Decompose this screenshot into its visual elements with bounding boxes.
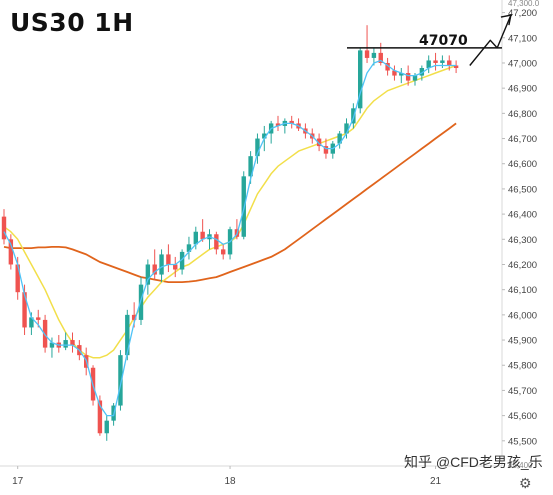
y-tick-label: 45,600 (508, 411, 537, 422)
y-tick-label: 46,100 (508, 285, 537, 296)
candle-body (392, 70, 397, 76)
candle-body (97, 400, 103, 434)
y-tick-label: 45,500 (508, 436, 537, 447)
candle-body (289, 120, 294, 124)
candle-body (371, 52, 377, 58)
projection-path (469, 14, 512, 66)
candle-body (412, 75, 418, 81)
candle-body (138, 284, 144, 320)
y-tick-label: 46,400 (508, 210, 537, 221)
candle-body (364, 50, 370, 58)
y-tick-label: 46,500 (508, 184, 537, 195)
y-tick-label: 46,000 (508, 310, 537, 321)
candle-body (152, 264, 157, 275)
candle-body (145, 264, 151, 285)
candle-body (344, 123, 349, 134)
candle-body (104, 420, 109, 434)
candle-body (337, 133, 342, 144)
level-label: 47070 (419, 33, 468, 49)
y-tick-label: 45,900 (508, 336, 537, 347)
candle-body (385, 62, 390, 71)
candle-body (186, 244, 192, 252)
candle-body (173, 264, 178, 270)
y-tick-label: 46,600 (508, 159, 537, 170)
candle-body (166, 254, 171, 265)
candle-body (8, 239, 14, 265)
y-tick-label: 46,200 (508, 260, 537, 271)
y-tick-label: 46,700 (508, 134, 537, 145)
candle-body (118, 355, 123, 406)
projection-arrowhead (500, 14, 512, 26)
y-tick-label: 46,300 (508, 235, 537, 246)
watermark: 知乎 @CFD老男孩_乐 (404, 454, 543, 470)
candle-body (200, 231, 205, 240)
candle-body (29, 317, 34, 328)
y-bottom-partial-label: 45,400 (508, 461, 533, 470)
candle-body (316, 138, 322, 147)
x-tick-label: 17 (12, 476, 24, 487)
candle-body (453, 65, 459, 69)
candle-body (131, 314, 137, 320)
candle-body (255, 138, 260, 157)
y-tick-label: 45,800 (508, 361, 537, 372)
candle-body (70, 340, 75, 346)
candle-body (426, 60, 431, 69)
candle-body (63, 340, 68, 348)
candle-body (42, 319, 48, 348)
candle-body (275, 123, 281, 126)
candle-body (405, 73, 411, 81)
chart-title: US30 1H (10, 8, 134, 37)
x-tick-label: 21 (430, 476, 442, 487)
candle-body (358, 50, 363, 109)
candle-body (447, 60, 452, 66)
y-tick-label: 47,000 (508, 58, 537, 69)
candle-body (125, 314, 130, 356)
ma-slow-line (3, 122, 457, 284)
candle-body (159, 254, 164, 275)
candles-group (1, 25, 459, 441)
y-top-partial-label: 47,300.0 (508, 0, 540, 8)
candle-body (193, 231, 198, 245)
ma-mid-line (3, 64, 457, 359)
candle-body (440, 60, 445, 63)
ma-fast-line (3, 59, 457, 417)
candle-body (419, 68, 425, 76)
y-tick-label: 46,900 (508, 84, 537, 95)
candle-body (323, 146, 329, 154)
candle-body (22, 292, 27, 328)
y-tick-label: 46,800 (508, 109, 537, 120)
y-tick-label: 45,700 (508, 386, 537, 397)
y-tick-label: 47,100 (508, 33, 537, 44)
gear-icon[interactable]: ⚙ (519, 475, 532, 491)
candle-body (36, 317, 41, 320)
candle-body (214, 234, 219, 250)
candle-body (248, 156, 253, 177)
x-tick-label: 18 (224, 476, 236, 487)
y-tick-label: 47,200 (508, 8, 537, 19)
candle-body (433, 60, 438, 63)
candle-body (399, 73, 404, 76)
candle-body (1, 216, 7, 240)
candle-body (221, 249, 226, 255)
candle-body (262, 133, 267, 139)
candle-body (179, 251, 185, 270)
candle-body (15, 264, 20, 293)
candle-body (378, 52, 383, 63)
candle-body (49, 342, 55, 348)
